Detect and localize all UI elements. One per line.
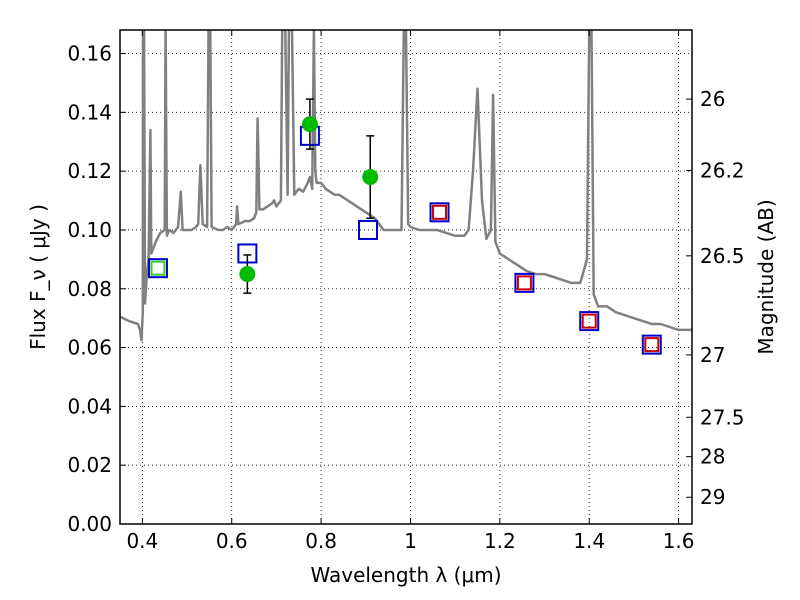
data-series xyxy=(120,30,692,355)
x-tick-label: 1.4 xyxy=(573,529,605,553)
x-tick-label: 0.6 xyxy=(216,529,248,553)
right-tick-label: 26.5 xyxy=(700,244,745,268)
x-tick-label: 1 xyxy=(404,529,417,553)
right-tick-label: 26.2 xyxy=(700,159,745,183)
y-tick-label: 0.02 xyxy=(67,453,112,477)
y-tick-label: 0.10 xyxy=(67,218,112,242)
y-tick-label: 0.04 xyxy=(67,394,112,418)
right-tick-label: 29 xyxy=(700,485,725,509)
photometry-square-marker xyxy=(516,275,532,291)
observed-flux-point xyxy=(362,169,379,186)
photometry-square-marker xyxy=(581,313,597,329)
right-tick-label: 27 xyxy=(700,343,725,367)
x-tick-label: 1.6 xyxy=(663,529,695,553)
right-tick-label: 26 xyxy=(700,87,725,111)
right-tick-label: 28 xyxy=(700,445,725,469)
y-tick-label: 0.00 xyxy=(67,512,112,536)
plot-frame xyxy=(119,29,693,525)
photometry-square-marker xyxy=(358,219,379,240)
y-tick-label: 0.16 xyxy=(67,42,112,66)
y-tick-label: 0.12 xyxy=(67,159,112,183)
photometry-square-marker xyxy=(644,337,660,353)
x-tick-label: 0.4 xyxy=(126,529,158,553)
photometry-square-marker xyxy=(429,202,450,223)
x-tick-label: 1.2 xyxy=(484,529,516,553)
photometry-square-marker xyxy=(579,311,600,332)
y-axis-label: Flux F_ν ( μJy ) xyxy=(26,204,50,350)
x-tick-label: 0.8 xyxy=(305,529,337,553)
observed-flux-point xyxy=(239,266,256,283)
right-axis-label: Magnitude (AB) xyxy=(754,199,778,354)
x-axis-label: Wavelength λ (μm) xyxy=(310,563,501,587)
observed-flux-point xyxy=(301,116,318,133)
y-tick-label: 0.08 xyxy=(67,277,112,301)
photometry-square-marker xyxy=(514,272,535,293)
plot-area xyxy=(120,30,692,355)
photometry-square-marker xyxy=(147,258,168,279)
y-tick-label: 0.06 xyxy=(67,336,112,360)
ticks: 0.4 0.6 0.8 1 1.2 1.4 1.6 0.00 0.02 0.04 0.06 0.08 0… xyxy=(67,30,745,553)
photometry-square-marker xyxy=(641,334,662,355)
photometry-square-marker xyxy=(432,204,448,220)
model-spectrum-line xyxy=(120,30,692,342)
photometry-square-marker xyxy=(150,260,166,276)
right-tick-label: 27.5 xyxy=(700,405,745,429)
y-tick-label: 0.14 xyxy=(67,100,112,124)
